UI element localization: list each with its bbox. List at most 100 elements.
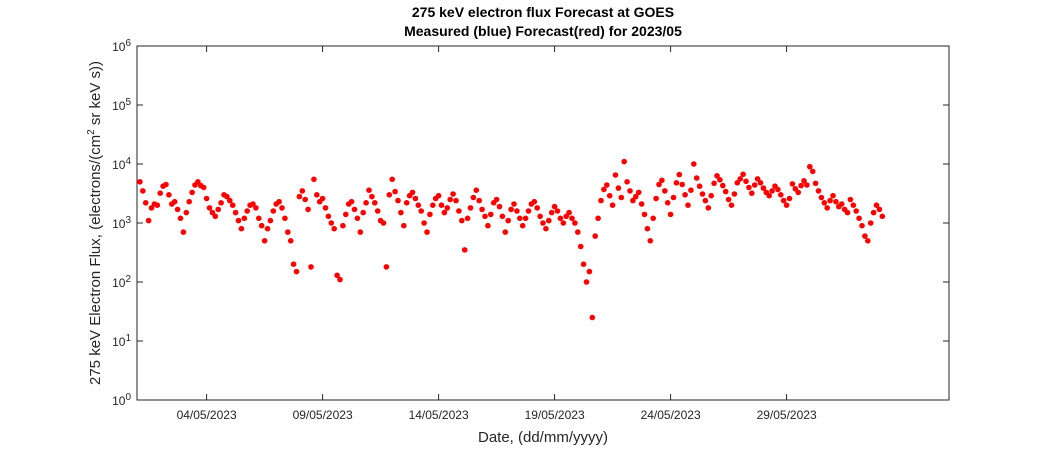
data-point <box>180 229 187 235</box>
data-point <box>145 217 152 224</box>
data-point <box>540 220 546 226</box>
data-point <box>177 215 184 222</box>
y-axis-label-main: 275 keV Electron Flux, (electrons/(cm <box>87 135 104 385</box>
data-point <box>166 192 172 198</box>
data-point <box>737 176 743 182</box>
y-tick-label-exponent: 0 <box>125 392 131 403</box>
data-point <box>859 222 865 229</box>
data-point <box>583 279 590 285</box>
data-point <box>693 175 700 181</box>
data-point <box>827 197 833 204</box>
data-point <box>801 178 807 184</box>
data-point <box>374 208 381 214</box>
y-axis-label-tail: sr keV s)) <box>87 61 104 129</box>
data-point <box>691 161 697 167</box>
data-point <box>749 190 755 196</box>
data-point <box>754 176 761 182</box>
x-axis-ticks: 04/05/2023 09/05/2023 14/05/2023 19/05/2023… <box>177 46 817 422</box>
x-axis-label: Date, (dd/mm/yyyy) <box>478 429 608 446</box>
data-point <box>795 189 801 196</box>
data-point <box>606 192 613 199</box>
data-point <box>812 180 819 187</box>
data-point <box>757 180 764 186</box>
data-point <box>659 177 665 184</box>
data-point <box>270 208 277 214</box>
data-point <box>615 185 622 191</box>
data-point <box>427 211 433 218</box>
data-point <box>548 209 555 216</box>
data-point <box>804 182 810 188</box>
data-point <box>534 205 540 211</box>
data-point <box>514 208 520 214</box>
data-point <box>824 205 830 211</box>
y-tick-label: 102 <box>112 274 131 290</box>
y-axis-label: 275 keV Electron Flux, (electrons/(cm2 s… <box>86 61 104 385</box>
data-point <box>154 202 161 208</box>
x-tick-label: 14/05/2023 <box>409 408 469 422</box>
data-point <box>380 220 387 226</box>
data-point <box>734 180 741 186</box>
data-point <box>746 184 752 191</box>
data-point <box>575 229 581 235</box>
data-point <box>244 208 250 214</box>
data-point <box>696 183 703 189</box>
y-axis-label-superscript: 2 <box>86 129 97 135</box>
data-point <box>279 205 285 211</box>
y-tick-label: 101 <box>112 333 131 349</box>
data-point <box>728 202 735 208</box>
data-point <box>215 206 221 213</box>
data-point <box>415 202 422 208</box>
data-point <box>818 194 825 201</box>
data-point <box>644 225 651 232</box>
data-point <box>522 215 529 222</box>
data-point <box>598 197 604 204</box>
data-point <box>229 202 236 208</box>
data-point <box>789 181 796 187</box>
data-point <box>482 213 488 220</box>
data-point <box>833 198 839 205</box>
data-point <box>157 190 163 196</box>
data-point <box>401 222 407 229</box>
data-point <box>357 229 364 235</box>
data-point <box>171 198 178 205</box>
data-point <box>450 191 456 197</box>
data-point <box>464 215 471 222</box>
data-point <box>183 209 190 216</box>
data-point <box>821 200 828 206</box>
data-point <box>667 211 674 218</box>
data-point <box>325 213 332 220</box>
data-point <box>554 208 561 214</box>
data-point <box>308 264 314 270</box>
y-tick-label: 100 <box>112 392 131 408</box>
data-point <box>815 188 822 194</box>
data-point <box>641 211 648 218</box>
y-tick-label-exponent: 2 <box>125 274 131 285</box>
data-point <box>601 186 607 193</box>
data-point <box>676 171 683 178</box>
y-tick-label-exponent: 4 <box>125 156 131 167</box>
data-point <box>435 192 442 199</box>
data-point <box>438 202 445 208</box>
data-point <box>647 238 654 244</box>
data-point <box>418 208 425 214</box>
y-tick-label-exponent: 1 <box>125 333 131 344</box>
data-point <box>879 213 886 220</box>
data-point <box>850 202 857 208</box>
data-point <box>389 176 396 183</box>
data-point <box>592 233 598 239</box>
data-point <box>282 215 288 222</box>
data-point <box>720 182 726 189</box>
data-point <box>714 173 720 179</box>
data-point <box>722 188 729 195</box>
data-point <box>856 215 862 222</box>
data-point <box>847 196 854 203</box>
data-point <box>682 192 688 198</box>
data-point <box>702 197 709 204</box>
data-point <box>264 225 271 232</box>
data-point <box>163 181 169 188</box>
data-point <box>769 188 775 194</box>
data-point <box>398 209 404 216</box>
data-point <box>360 209 367 216</box>
data-point <box>363 200 369 206</box>
data-point <box>444 205 451 211</box>
